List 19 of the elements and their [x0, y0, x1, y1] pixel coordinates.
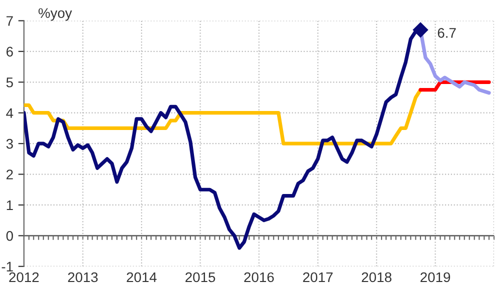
x-tick-label: 2014: [126, 272, 157, 282]
y-tick-label: 5: [6, 78, 13, 88]
x-tick-label: 2012: [9, 272, 39, 282]
x-tick-label: 2019: [420, 272, 450, 282]
x-tick-label: 2016: [244, 272, 274, 282]
x-tick-label: 2017: [303, 272, 333, 282]
y-tick-label: 6: [6, 46, 13, 57]
x-tick-label: 2015: [186, 272, 216, 282]
y-tick-label: 3: [6, 138, 13, 149]
y-tick-label: 7: [6, 16, 13, 26]
y-axis-title: %yoy: [38, 8, 72, 21]
y-tick-label: 0: [6, 231, 13, 241]
y-tick-label: 4: [6, 108, 14, 118]
y-tick-label: 2: [6, 170, 13, 180]
y-tick-label: -1: [2, 262, 13, 272]
x-tick-label: 2013: [68, 272, 98, 282]
y-tick-label: 1: [6, 200, 13, 210]
x-tick-label: 2018: [362, 272, 392, 282]
annotation: 6.7: [438, 28, 456, 38]
